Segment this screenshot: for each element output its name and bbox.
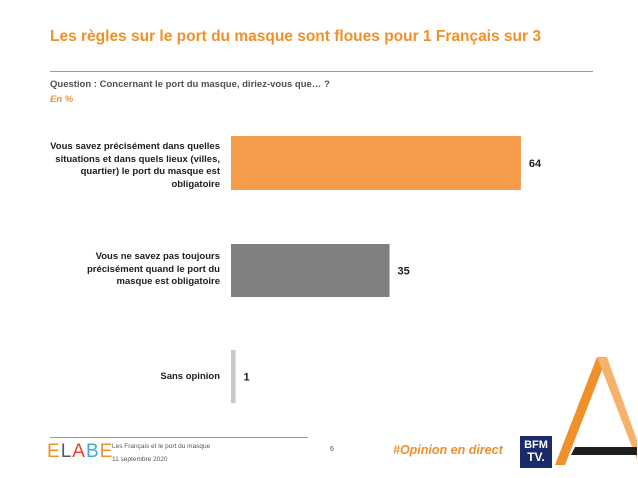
triangle-left-stroke bbox=[555, 357, 607, 465]
header-divider bbox=[50, 71, 593, 72]
page-number: 6 bbox=[330, 446, 334, 453]
bar-3 bbox=[231, 350, 236, 403]
bar-1 bbox=[231, 136, 521, 190]
unit-label: En % bbox=[50, 94, 74, 105]
bfmtv-logo-line2: TV. bbox=[527, 450, 545, 464]
page-title: Les règles sur le port du masque sont fl… bbox=[50, 28, 541, 45]
bar-2 bbox=[231, 244, 390, 297]
bfmtv-logo-line1: BFM bbox=[524, 439, 548, 451]
elabe-logo-letter: L bbox=[60, 441, 73, 462]
category-label-2: Vous ne savez pas toujours précisément q… bbox=[86, 251, 220, 287]
footer-divider bbox=[50, 437, 308, 438]
elabe-logo-letter: E bbox=[99, 441, 114, 462]
bar-value-label-1: 64 bbox=[529, 158, 542, 170]
category-label-3: Sans opinion bbox=[160, 371, 220, 382]
survey-title: Les Français et le port du masque bbox=[112, 443, 211, 450]
elabe-logo-letter: A bbox=[72, 441, 86, 462]
survey-question: Question : Concernant le port du masque,… bbox=[50, 79, 330, 90]
survey-date: 11 septembre 2020 bbox=[112, 456, 168, 463]
hashtag: #Opinion en direct bbox=[393, 443, 503, 457]
triangle-bar bbox=[571, 447, 637, 455]
elabe-logo-letter: B bbox=[85, 441, 100, 462]
elabe-logo: ELABE bbox=[47, 441, 113, 463]
bar-value-label-2: 35 bbox=[398, 266, 410, 278]
triangle-right-stroke bbox=[597, 357, 637, 460]
elabe-logo-letter: E bbox=[47, 441, 61, 462]
bar-value-label-3: 1 bbox=[244, 372, 250, 384]
decorative-triangle bbox=[555, 357, 637, 465]
category-label-1: Vous savez précisément dans quelles situ… bbox=[50, 141, 220, 190]
bfmtv-logo: BFM TV. bbox=[520, 436, 552, 468]
